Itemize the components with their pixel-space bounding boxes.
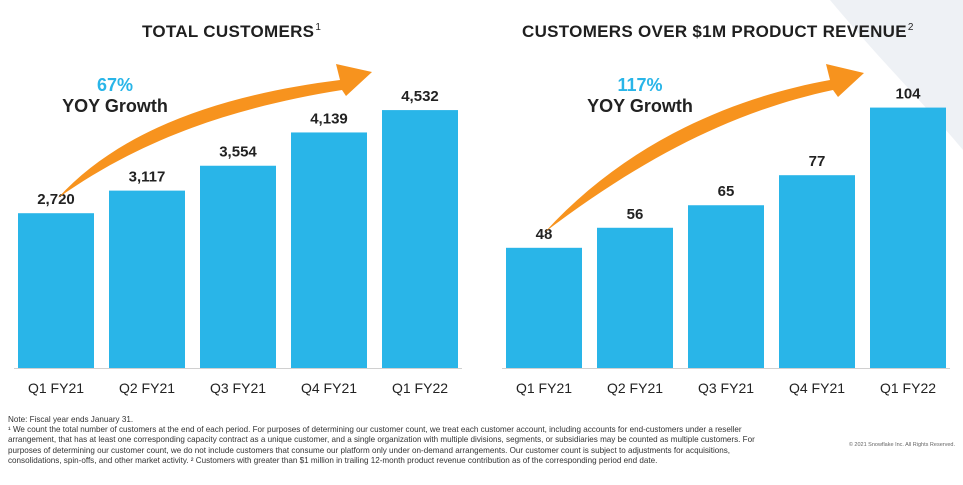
footnote-marker-1: 1 xyxy=(315,22,322,34)
bar xyxy=(18,213,94,368)
data-label: 3,117 xyxy=(129,169,166,186)
growth-arrow xyxy=(545,64,864,232)
data-label: 4,139 xyxy=(310,110,348,127)
data-label: 4,532 xyxy=(401,88,439,105)
yoy-growth-annotation-1m: 117% YOY Growth xyxy=(570,75,710,117)
growth-arrow xyxy=(58,64,372,198)
bar xyxy=(779,175,855,368)
category-label: Q1 FY22 xyxy=(880,380,936,396)
data-label: 65 xyxy=(718,183,735,200)
category-label: Q2 FY21 xyxy=(119,380,175,396)
growth-label: YOY Growth xyxy=(62,96,168,116)
category-label: Q3 FY21 xyxy=(698,380,754,396)
bar xyxy=(382,110,458,368)
data-label: 48 xyxy=(536,226,553,243)
growth-percent: 67% xyxy=(96,75,134,95)
data-label: 56 xyxy=(627,206,644,223)
data-label: 104 xyxy=(895,86,921,103)
footnote-note: Note: Fiscal year ends January 31. xyxy=(8,415,134,424)
growth-percent: 117% xyxy=(617,75,663,95)
data-label: 3,554 xyxy=(219,144,257,161)
data-label: 77 xyxy=(809,153,826,170)
chart-2: 48 Q1 FY21 56 Q2 FY21 65 Q3 FY21 77 Q4 FY21 104 Q… xyxy=(502,64,950,396)
category-label: Q1 FY21 xyxy=(516,380,572,396)
category-label: Q4 FY21 xyxy=(789,380,845,396)
bar xyxy=(506,247,582,368)
bar xyxy=(870,107,946,369)
category-label: Q4 FY21 xyxy=(301,380,357,396)
footnote-text: ¹ We count the total number of customers… xyxy=(8,425,755,465)
footnote: Note: Fiscal year ends January 31. ¹ We … xyxy=(8,415,768,466)
footnote-marker-2: 2 xyxy=(907,22,914,34)
growth-label: YOY Growth xyxy=(587,96,693,116)
category-label: Q3 FY21 xyxy=(210,380,266,396)
category-label: Q2 FY21 xyxy=(607,380,663,396)
category-label: Q1 FY21 xyxy=(28,380,84,396)
chart-title-total-customers: TOTAL CUSTOMERS1 xyxy=(142,22,322,41)
bar xyxy=(200,165,276,368)
bar xyxy=(109,190,185,368)
data-label: 2,720 xyxy=(37,191,75,208)
category-label: Q1 FY22 xyxy=(392,380,448,396)
bar xyxy=(291,132,367,368)
copyright: © 2021 Snowflake Inc. All Rights Reserve… xyxy=(848,442,955,448)
bar xyxy=(597,227,673,368)
yoy-growth-annotation-total: 67% YOY Growth xyxy=(50,75,180,117)
chart-title-customers-over-1m: CUSTOMERS OVER $1M PRODUCT REVENUE2 xyxy=(522,22,914,41)
chart-1: 2,720 Q1 FY21 3,117 Q2 FY21 3,554 Q3 FY21 4,13… xyxy=(14,64,462,396)
bar xyxy=(688,205,764,368)
